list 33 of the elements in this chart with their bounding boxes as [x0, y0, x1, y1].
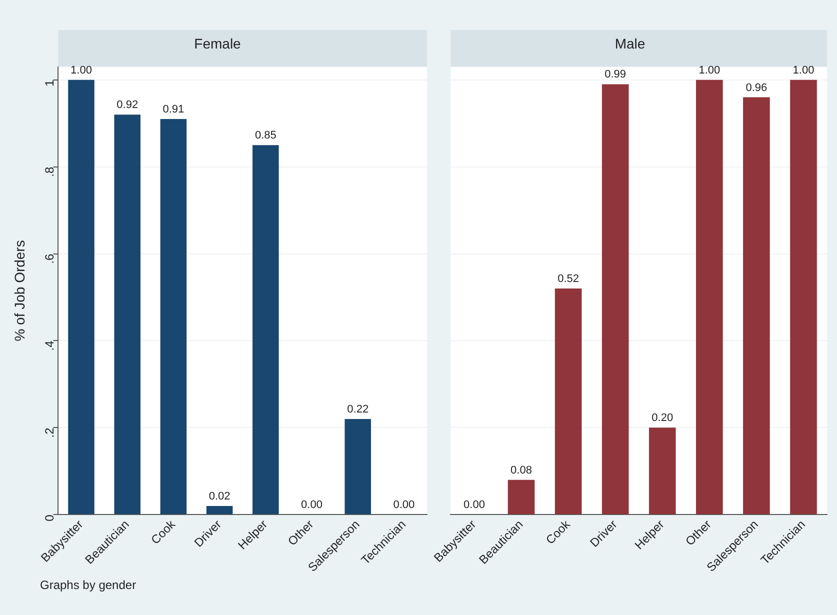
bar	[508, 480, 535, 514]
data-label: 1.00	[70, 64, 92, 76]
data-label: 0.99	[604, 68, 626, 81]
chart-title: Male	[614, 35, 646, 52]
chart-title: Female	[194, 35, 242, 52]
bar	[743, 97, 770, 514]
data-label: 0.00	[464, 499, 485, 512]
data-label: 0.52	[558, 273, 580, 286]
data-label: 0.22	[347, 404, 369, 416]
bar	[554, 288, 582, 514]
y-tick-label: 0	[42, 514, 57, 522]
y-tick-label: .6	[42, 253, 57, 264]
data-label: 1.00	[792, 64, 814, 76]
data-label: 0.85	[254, 130, 276, 142]
y-tick-label: .2	[42, 427, 57, 438]
bar	[790, 80, 817, 514]
y-axis-title: % of Job Orders	[11, 240, 28, 342]
data-label: 0.91	[162, 104, 184, 116]
data-label: 0.96	[746, 82, 768, 94]
bar	[696, 80, 723, 514]
text: Graphs by gender	[40, 578, 136, 592]
data-label: 1.00	[698, 64, 720, 76]
y-tick-label: 1	[42, 80, 57, 87]
data-label: 0.02	[208, 490, 230, 502]
bar	[602, 84, 629, 514]
data-label: 0.00	[301, 499, 322, 512]
data-label: 0.92	[116, 99, 138, 112]
data-label: 0.20	[652, 412, 674, 424]
data-label: 0.00	[393, 499, 415, 512]
y-tick-label: .4	[42, 340, 57, 351]
data-label: 0.08	[510, 464, 532, 476]
y-tick-label: .8	[42, 166, 57, 177]
bar	[648, 428, 676, 514]
